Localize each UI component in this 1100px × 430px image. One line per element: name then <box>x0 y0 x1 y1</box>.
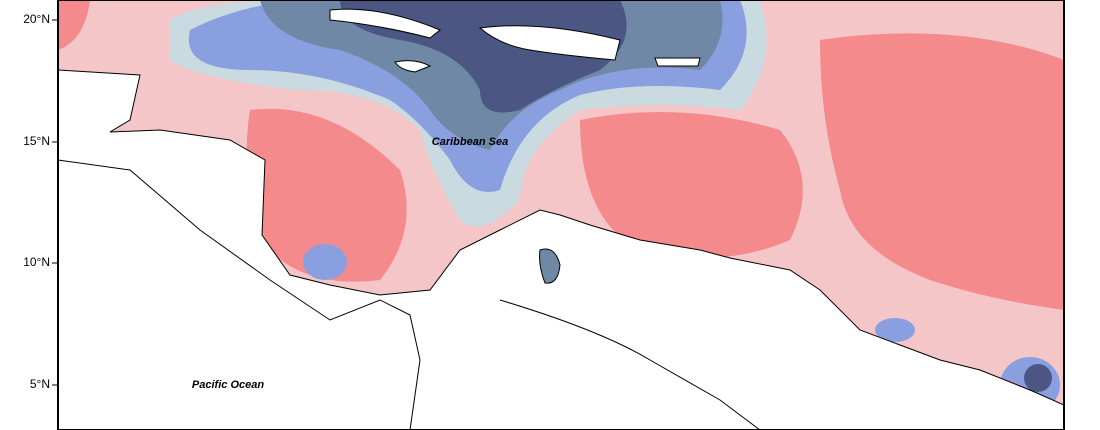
puerto-rico <box>654 57 701 67</box>
pacific-coastline <box>58 159 421 430</box>
strong-cool-anomaly <box>1024 364 1052 392</box>
cuba <box>329 8 441 39</box>
jamaica <box>394 60 432 73</box>
mainland <box>58 69 1064 430</box>
cool-anomaly <box>875 318 915 342</box>
latitude-label: 15°N <box>23 134 50 148</box>
anomaly-field <box>58 0 1064 430</box>
sea-label: Caribbean Sea <box>432 136 508 148</box>
ocean-label: Pacific Ocean <box>192 379 264 391</box>
lake-maracaibo <box>539 248 561 284</box>
warm-anomaly <box>820 33 1064 310</box>
warm-anomaly <box>246 108 407 282</box>
border-line <box>499 299 761 430</box>
warm-anomaly <box>580 112 803 258</box>
cool-anomaly <box>303 244 347 280</box>
hispaniola <box>478 25 621 61</box>
latitude-label: 20°N <box>23 12 50 26</box>
latitude-label: 5°N <box>30 377 50 391</box>
latitude-label: 10°N <box>23 255 50 269</box>
latitude-axis: 20°N 15°N 10°N 5°N <box>23 12 58 391</box>
map-frame <box>57 0 1065 430</box>
warm-anomaly <box>58 0 90 50</box>
